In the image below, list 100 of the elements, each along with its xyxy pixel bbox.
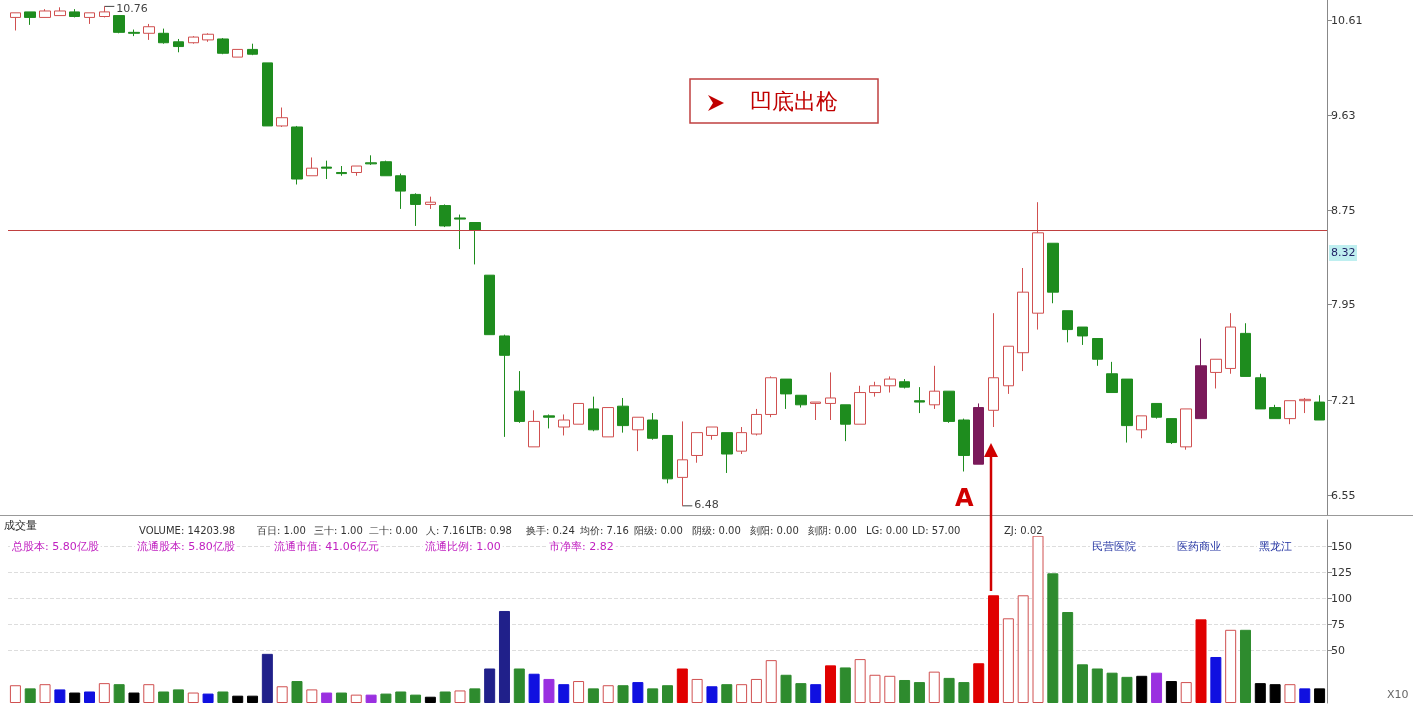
candlestick: [795, 394, 807, 409]
candlestick: [914, 386, 925, 414]
candlestick: [380, 160, 392, 177]
candlestick: [247, 43, 258, 56]
y-tick-label: 10.61: [1331, 13, 1363, 27]
candlestick: [1210, 358, 1222, 389]
y-tick-label: 125: [1331, 565, 1352, 579]
bar: [113, 684, 125, 703]
bar: [1210, 656, 1222, 703]
annotation: 百日: 1.00: [257, 524, 306, 536]
bar: [543, 678, 555, 703]
candlestick: [662, 434, 673, 484]
candlestick: [336, 165, 347, 177]
bar: [750, 678, 762, 703]
bar: [484, 668, 496, 703]
candlestick: [291, 125, 303, 185]
y-tick-label: 150: [1331, 539, 1352, 553]
candlestick: [1062, 310, 1073, 343]
bar: [839, 667, 851, 703]
y-tick-label: 75: [1331, 618, 1345, 632]
bar: [928, 671, 940, 703]
bar: [765, 660, 777, 703]
candlestick: [484, 274, 495, 336]
candlestick: [929, 365, 940, 410]
annotation: 黑龙江: [1259, 540, 1292, 553]
text: 8.32: [1331, 246, 1356, 259]
candlestick: [39, 8, 51, 18]
candlestick: [99, 5, 110, 18]
candlestick: [1017, 267, 1029, 372]
bar: [706, 686, 718, 703]
candlestick: [558, 413, 570, 436]
bar: [1151, 672, 1163, 703]
bar: [1299, 688, 1311, 703]
candlestick: [499, 334, 510, 438]
bar: [884, 675, 896, 703]
bar: [365, 694, 377, 703]
candlestick: [173, 38, 184, 53]
annotation: 三十: 1.00: [314, 524, 363, 536]
candlestick: [1314, 394, 1325, 421]
bar: [1091, 668, 1103, 703]
annotation: 均价: 7.16: [579, 524, 629, 536]
bar: [1002, 618, 1014, 703]
annotation: 流通市值: 41.06亿元: [274, 540, 379, 553]
bar: [1195, 619, 1207, 703]
bar: [736, 684, 748, 703]
text: 凹底出枪: [750, 88, 838, 114]
bar: [958, 682, 970, 703]
candlestick: [232, 48, 243, 58]
bar: [780, 674, 792, 703]
candlestick: [158, 28, 169, 45]
y-tick-label: 8.75: [1331, 203, 1356, 217]
annotation: 阳级: 0.00: [634, 524, 683, 536]
candlestick: [24, 11, 36, 26]
bar: [172, 689, 184, 703]
candlestick: [410, 192, 421, 227]
candlestick: [1284, 400, 1296, 425]
bar: [439, 691, 451, 703]
candlestick: [188, 35, 199, 45]
bar: [54, 689, 66, 703]
annotation: LD: 57.00: [912, 524, 961, 536]
candlestick: [1092, 338, 1103, 367]
annotation: 二十: 0.00: [369, 524, 418, 536]
candlestick: [84, 12, 95, 25]
bar: [39, 684, 51, 703]
annotation: 阴级: 0.00: [692, 524, 741, 536]
annotation: LTB: 0.98: [466, 524, 512, 536]
bar: [1180, 682, 1192, 703]
bar: [795, 683, 807, 703]
bar: [721, 684, 733, 703]
candlestick: [351, 165, 362, 177]
y-tick-label: 7.21: [1331, 394, 1356, 408]
bar: [321, 692, 333, 703]
candlestick: [1047, 242, 1059, 304]
bar: [395, 691, 407, 703]
bar: [1121, 676, 1133, 703]
bar: [1165, 681, 1177, 703]
bar: [1062, 612, 1074, 703]
candlestick: [943, 390, 955, 424]
text: X10: [1387, 688, 1409, 701]
bar: [24, 688, 36, 703]
bar: [810, 684, 822, 703]
candlestick: [143, 23, 155, 41]
candlestick: [899, 378, 910, 389]
candlestick: [573, 402, 584, 425]
candlestick: [1121, 378, 1133, 444]
annotation: 流通比例: 1.00: [425, 540, 501, 553]
candlestick: [988, 312, 999, 428]
candlestick: [528, 409, 540, 448]
candlestick: [884, 375, 896, 394]
bar: [98, 683, 110, 703]
candlestick: [1299, 397, 1311, 414]
bar: [988, 595, 1000, 703]
bar: [1017, 595, 1029, 703]
candlestick: [973, 402, 984, 465]
annotation: 流通股本: 5.80亿股: [137, 540, 235, 553]
candlestick: [1269, 404, 1281, 420]
candlestick: [469, 222, 481, 265]
candlestick: [113, 15, 125, 34]
candlestick: [365, 154, 377, 166]
annotation: 刻阳: 0.00: [750, 524, 799, 536]
